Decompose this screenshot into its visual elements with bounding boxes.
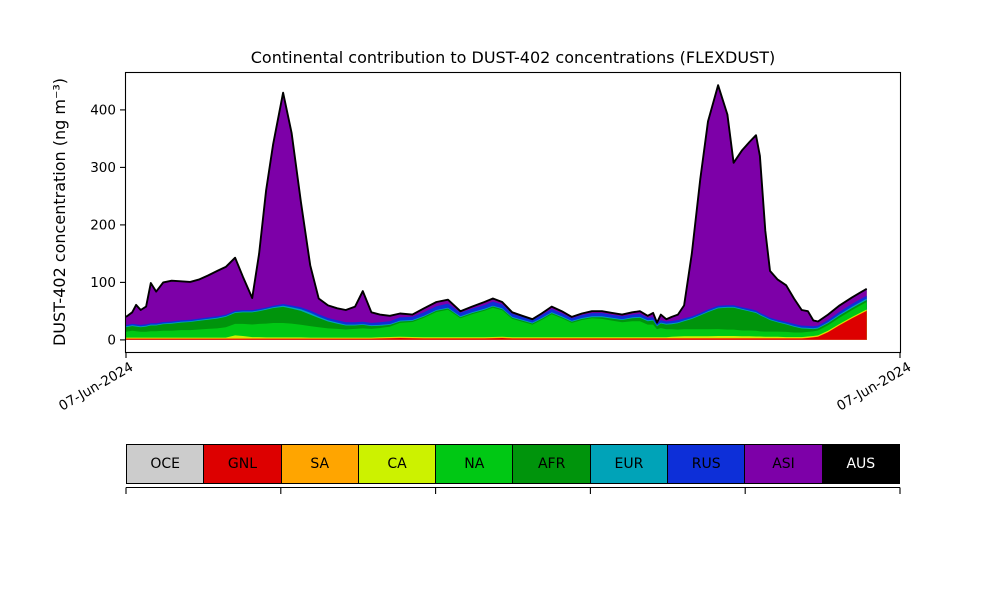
legend-label: RUS: [691, 456, 721, 472]
legend-label: ASI: [772, 456, 795, 472]
legend-item-gnl: GNL: [203, 444, 282, 484]
y-tick-label: 100: [90, 275, 116, 291]
y-axis-label: DUST-402 concentration (ng m⁻³): [50, 77, 69, 347]
y-tick-label: 0: [107, 332, 116, 348]
y-tick-label: 200: [90, 217, 116, 233]
legend-item-aus: AUS: [821, 444, 900, 484]
legend-item-eur: EUR: [589, 444, 669, 484]
legend: OCE GNL SA CA NA AFR EUR RUS ASI AUS: [126, 444, 900, 484]
area-NA: [126, 302, 867, 340]
legend-item-oce: OCE: [126, 444, 205, 484]
plot-frame: [124, 71, 902, 354]
legend-item-na: NA: [435, 444, 514, 484]
legend-label: AUS: [846, 456, 876, 472]
legend-label: GNL: [227, 456, 257, 472]
legend-label: SA: [310, 456, 330, 472]
legend-item-rus: RUS: [667, 444, 746, 484]
legend-label: EUR: [614, 456, 644, 472]
total-outline: [125, 84, 868, 324]
y-tick-label: 400: [90, 102, 116, 118]
legend-item-asi: ASI: [744, 444, 823, 484]
legend-item-afr: AFR: [512, 444, 591, 484]
y-tick-label: 300: [90, 160, 116, 176]
legend-item-ca: CA: [357, 444, 437, 484]
legend-label: NA: [464, 456, 485, 472]
area-ASI: [126, 85, 867, 340]
legend-item-sa: SA: [280, 444, 359, 484]
legend-label: CA: [387, 456, 407, 472]
legend-label: AFR: [537, 456, 566, 472]
legend-label: OCE: [150, 456, 180, 472]
chart-title: Continental contribution to DUST-402 con…: [250, 48, 776, 67]
